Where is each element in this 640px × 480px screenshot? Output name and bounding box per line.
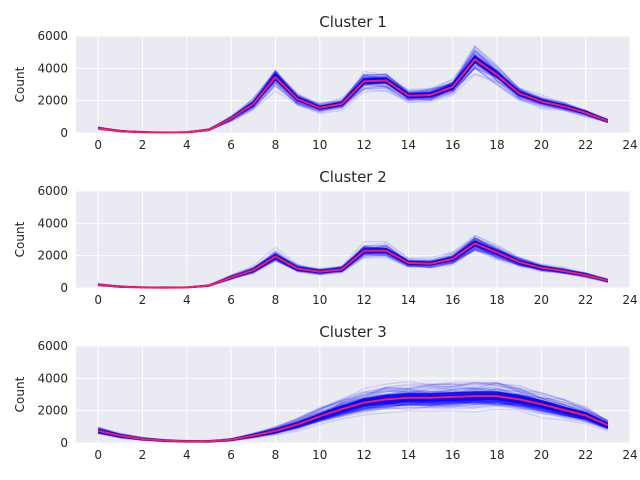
x-tick-label: 10 xyxy=(312,293,327,307)
x-tick-label: 0 xyxy=(94,293,102,307)
x-tick-label: 2 xyxy=(139,138,147,152)
chart-title: Cluster 1 xyxy=(319,13,387,31)
x-tick-label: 0 xyxy=(94,448,102,462)
plot-area xyxy=(76,346,630,443)
y-tick-label: 4000 xyxy=(37,216,68,230)
y-tick-label: 2000 xyxy=(37,94,68,108)
x-tick-label: 10 xyxy=(312,448,327,462)
mean-line xyxy=(98,58,609,134)
y-tick-label: 0 xyxy=(60,436,68,450)
y-tick-label: 0 xyxy=(60,281,68,295)
x-tick-label: 4 xyxy=(183,138,191,152)
x-tick-label: 22 xyxy=(578,448,593,462)
x-tick-label: 24 xyxy=(622,138,637,152)
y-tick-label: 6000 xyxy=(37,29,68,43)
chart-title: Cluster 2 xyxy=(319,168,387,186)
x-tick-label: 10 xyxy=(312,138,327,152)
x-tick-label: 4 xyxy=(183,293,191,307)
x-tick-label: 16 xyxy=(445,293,460,307)
y-tick-label: 4000 xyxy=(37,371,68,385)
x-tick-label: 2 xyxy=(139,448,147,462)
x-tick-label: 20 xyxy=(534,448,549,462)
x-tick-label: 2 xyxy=(139,293,147,307)
y-axis-label: Count xyxy=(13,376,27,412)
x-tick-label: 18 xyxy=(489,138,504,152)
x-tick-label: 16 xyxy=(445,138,460,152)
y-tick-label: 6000 xyxy=(37,339,68,353)
x-tick-label: 14 xyxy=(401,138,416,152)
x-tick-label: 12 xyxy=(356,448,371,462)
x-tick-label: 6 xyxy=(227,293,235,307)
y-tick-label: 2000 xyxy=(37,404,68,418)
x-tick-label: 8 xyxy=(272,293,280,307)
mean-line xyxy=(97,395,609,443)
plot-area xyxy=(76,36,630,133)
x-tick-label: 16 xyxy=(445,448,460,462)
x-tick-label: 6 xyxy=(227,448,235,462)
x-tick-label: 20 xyxy=(534,138,549,152)
x-tick-label: 24 xyxy=(622,448,637,462)
x-tick-label: 14 xyxy=(401,448,416,462)
x-tick-label: 18 xyxy=(489,293,504,307)
x-tick-label: 8 xyxy=(272,138,280,152)
y-tick-label: 6000 xyxy=(37,184,68,198)
x-tick-label: 24 xyxy=(622,293,637,307)
chart-panel-2: 0 2 4 6 8 10 12 14 16 18 20 22 240200040006000Cluste… xyxy=(13,168,638,307)
y-tick-label: 4000 xyxy=(37,61,68,75)
x-tick-label: 22 xyxy=(578,138,593,152)
y-tick-label: 2000 xyxy=(37,249,68,263)
x-tick-label: 0 xyxy=(94,138,102,152)
chart-panel-3: 0 2 4 6 8 10 12 14 16 18 20 22 240200040006000Cluste… xyxy=(13,323,638,462)
y-axis-label: Count xyxy=(13,66,27,102)
x-tick-label: 4 xyxy=(183,448,191,462)
mean-line xyxy=(98,242,609,289)
y-axis-label: Count xyxy=(13,221,27,257)
x-tick-label: 20 xyxy=(534,293,549,307)
y-tick-label: 0 xyxy=(60,126,68,140)
x-tick-label: 6 xyxy=(227,138,235,152)
chart-title: Cluster 3 xyxy=(319,323,387,341)
x-tick-label: 12 xyxy=(356,138,371,152)
x-tick-label: 12 xyxy=(356,293,371,307)
x-tick-label: 22 xyxy=(578,293,593,307)
plot-area xyxy=(76,191,630,288)
x-tick-label: 8 xyxy=(272,448,280,462)
chart-panel-1: 0 2 4 6 8 10 12 14 16 18 20 22 240200040006000Cluste… xyxy=(13,13,638,152)
x-tick-label: 14 xyxy=(401,293,416,307)
x-tick-label: 18 xyxy=(489,448,504,462)
member-trace xyxy=(98,249,608,288)
